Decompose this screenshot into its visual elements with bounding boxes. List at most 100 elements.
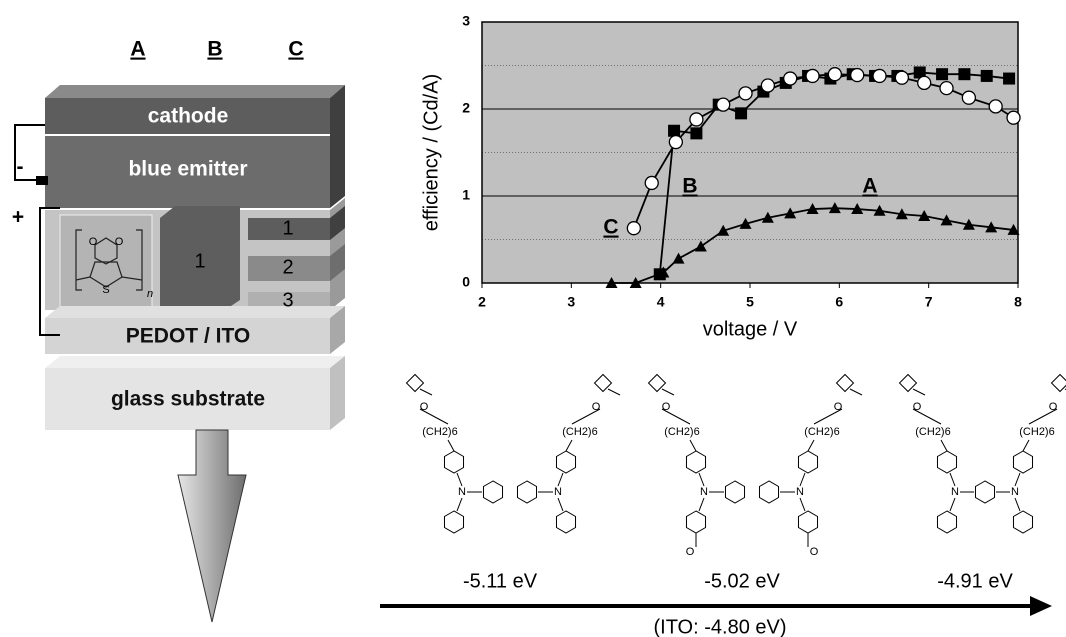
point (806, 203, 819, 215)
atom-label: O (89, 236, 98, 248)
bond (849, 388, 863, 396)
bond (419, 388, 433, 396)
layer-label: PEDOT / ITO (126, 325, 250, 348)
bond (661, 388, 675, 396)
chain-label: (CH2)6 (664, 426, 699, 438)
emitter-layer (45, 136, 330, 208)
repeat-label: n (147, 288, 153, 300)
ring (974, 480, 996, 504)
bond (1014, 472, 1021, 487)
column-label: C (288, 38, 303, 61)
atom-label: N (1011, 486, 1019, 498)
point (735, 107, 748, 120)
circuit-wire (14, 124, 45, 181)
ring (685, 450, 707, 474)
column-b (160, 206, 240, 310)
atom-label: O (592, 401, 601, 413)
bond (940, 439, 948, 452)
ring (443, 450, 465, 474)
layer-c2 (248, 256, 330, 281)
chart: 0 1 2 3 2 3 4 5 6 7 8 voltage / V efficiency / (Cd/A… (420, 13, 1022, 341)
atom-label: S (102, 284, 109, 296)
bond (799, 497, 806, 512)
x-tick-label: 4 (657, 294, 665, 310)
x-tick-label: 5 (746, 294, 754, 310)
pedot-layer (45, 318, 330, 354)
point (940, 214, 953, 226)
bond (571, 408, 601, 425)
ito-label: (ITO: -4.80 eV) (653, 616, 786, 637)
point (784, 207, 797, 219)
y-tick-label: 3 (462, 13, 470, 29)
block-top (45, 85, 345, 98)
point (962, 218, 975, 230)
bond (912, 408, 942, 425)
bond (447, 439, 455, 452)
atom-label: O (1049, 401, 1058, 413)
point (653, 268, 666, 281)
point (672, 252, 685, 264)
y-tick-label: 2 (462, 100, 470, 116)
ring (443, 510, 465, 534)
x-tick-label: 3 (567, 294, 575, 310)
ring (1012, 450, 1034, 474)
ring (685, 510, 707, 534)
bond (799, 472, 806, 487)
bond (557, 472, 564, 487)
layer-label: blue emitter (128, 158, 247, 181)
ring (797, 510, 819, 534)
point (689, 112, 704, 127)
atom-label: N (554, 486, 562, 498)
terminal (36, 176, 48, 185)
ring (936, 510, 958, 534)
oxetane (835, 373, 855, 393)
point (980, 69, 993, 82)
point (717, 224, 730, 236)
layer-label: glass substrate (111, 388, 265, 411)
point (760, 78, 776, 93)
point (958, 68, 971, 81)
homo-label: -5.11 eV (463, 570, 538, 592)
bond (1014, 497, 1021, 512)
layer-label: 1 (282, 217, 293, 239)
bond (1028, 408, 1058, 425)
plot-frame (481, 21, 1019, 284)
atom-label: O (686, 546, 695, 558)
ring (724, 480, 746, 504)
point (913, 66, 926, 79)
device-stack: - + A B C cathode blue emitter 1 1 2 3 P… (12, 38, 345, 623)
x-tick-label: 7 (925, 294, 933, 310)
point (894, 70, 910, 85)
atom-label: O (662, 401, 671, 413)
ring (758, 480, 780, 504)
layer-label: 1 (194, 250, 205, 272)
layer-label: cathode (148, 105, 229, 128)
bond (565, 439, 573, 452)
y-tick-label: 1 (462, 187, 470, 203)
point (626, 221, 642, 236)
series-label: B (682, 175, 697, 198)
circuit-wire (39, 207, 60, 336)
glass-layer (45, 368, 330, 430)
ring (797, 450, 819, 474)
point (739, 217, 752, 229)
point (1006, 110, 1021, 125)
chain-label: (CH2)6 (1019, 426, 1054, 438)
chain-label: (CH2)6 (915, 426, 950, 438)
ring (482, 480, 504, 504)
layer-label: 3 (282, 289, 293, 311)
block-top (45, 356, 345, 368)
atom-label: N (951, 486, 959, 498)
bond (456, 472, 463, 487)
point (605, 277, 618, 288)
homo-label: -4.91 eV (937, 570, 1013, 592)
x-tick-label: 8 (1014, 294, 1022, 310)
light-arrow (177, 429, 247, 623)
series-label: A (862, 175, 877, 198)
point (961, 90, 977, 105)
point (629, 277, 642, 288)
atom-label: N (458, 486, 466, 498)
homo-label: -5.02 eV (704, 570, 780, 592)
cathode-layer (45, 98, 330, 134)
